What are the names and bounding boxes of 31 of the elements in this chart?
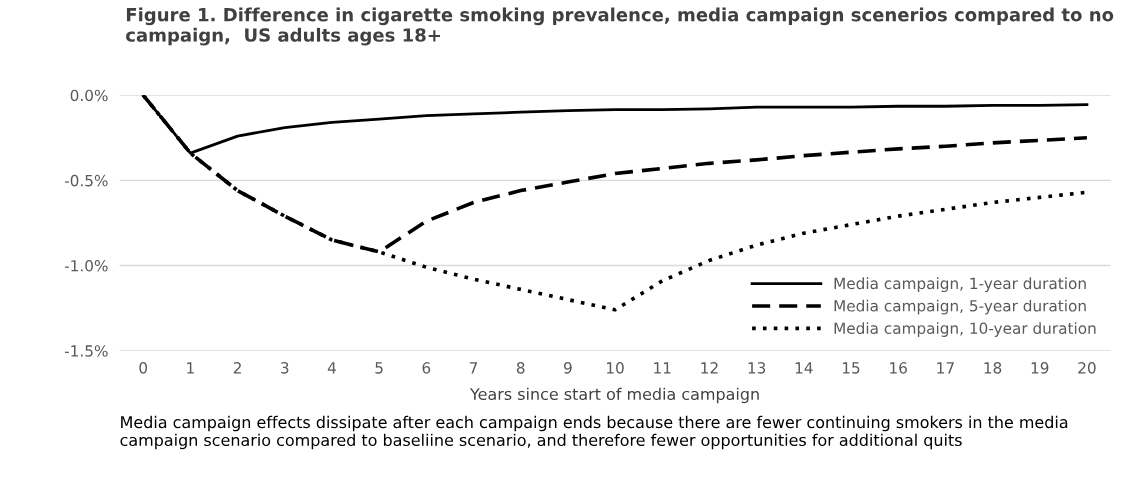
y-tick-label: -1.5% [64, 345, 108, 357]
x-tick-label: 16 [890, 362, 907, 374]
x-tick-label: 13 [748, 362, 766, 374]
legend-label: Media campaign, 5-year duration [834, 299, 1086, 315]
legend-label: Media campaign, 1-year duration [834, 277, 1086, 293]
x-tick-label: 11 [654, 362, 671, 374]
x-tick-label: 20 [1078, 362, 1096, 374]
x-tick-label: 0 [139, 362, 148, 374]
x-tick-label: 1 [187, 362, 194, 374]
x-tick-label: 17 [937, 362, 954, 374]
x-tick-label: 9 [563, 362, 572, 374]
legend-label: Media campaign, 10-year duration [834, 322, 1096, 337]
y-tick-label: -0.5% [64, 174, 108, 187]
y-tick-label: -1.0% [64, 260, 108, 272]
x-tick-label: 5 [375, 362, 383, 374]
x-tick-label: 19 [1031, 362, 1049, 374]
x-tick-label: 4 [327, 362, 336, 374]
x-tick-label: 12 [701, 362, 718, 374]
x-tick-label: 2 [233, 362, 241, 374]
chart-title: Figure 1. Difference in cigarette smoking prevalence, media campaign scenerios compared to no campaign, US adults ages 18+ [126, 7, 1114, 46]
text: Media campaign effects dissipate after each campaign ends because there are fewer continuing smokers in the media campaign scenario compared to baseliine scenario, and therefore fewer opportunities for additional quits [120, 415, 1068, 450]
x-tick-label: 14 [795, 362, 813, 374]
x-tick-label: 8 [516, 362, 525, 374]
x-tick-label: 6 [422, 362, 431, 374]
x-axis-title: Years since start of media campaign [469, 387, 759, 404]
x-tick-label: 18 [984, 362, 1002, 374]
x-tick-label: 10 [607, 362, 624, 374]
y-tick-label: 0.0% [70, 89, 108, 102]
x-tick-label: 15 [842, 362, 860, 374]
x-tick-label: 3 [281, 362, 289, 374]
x-tick-label: 7 [469, 362, 478, 374]
